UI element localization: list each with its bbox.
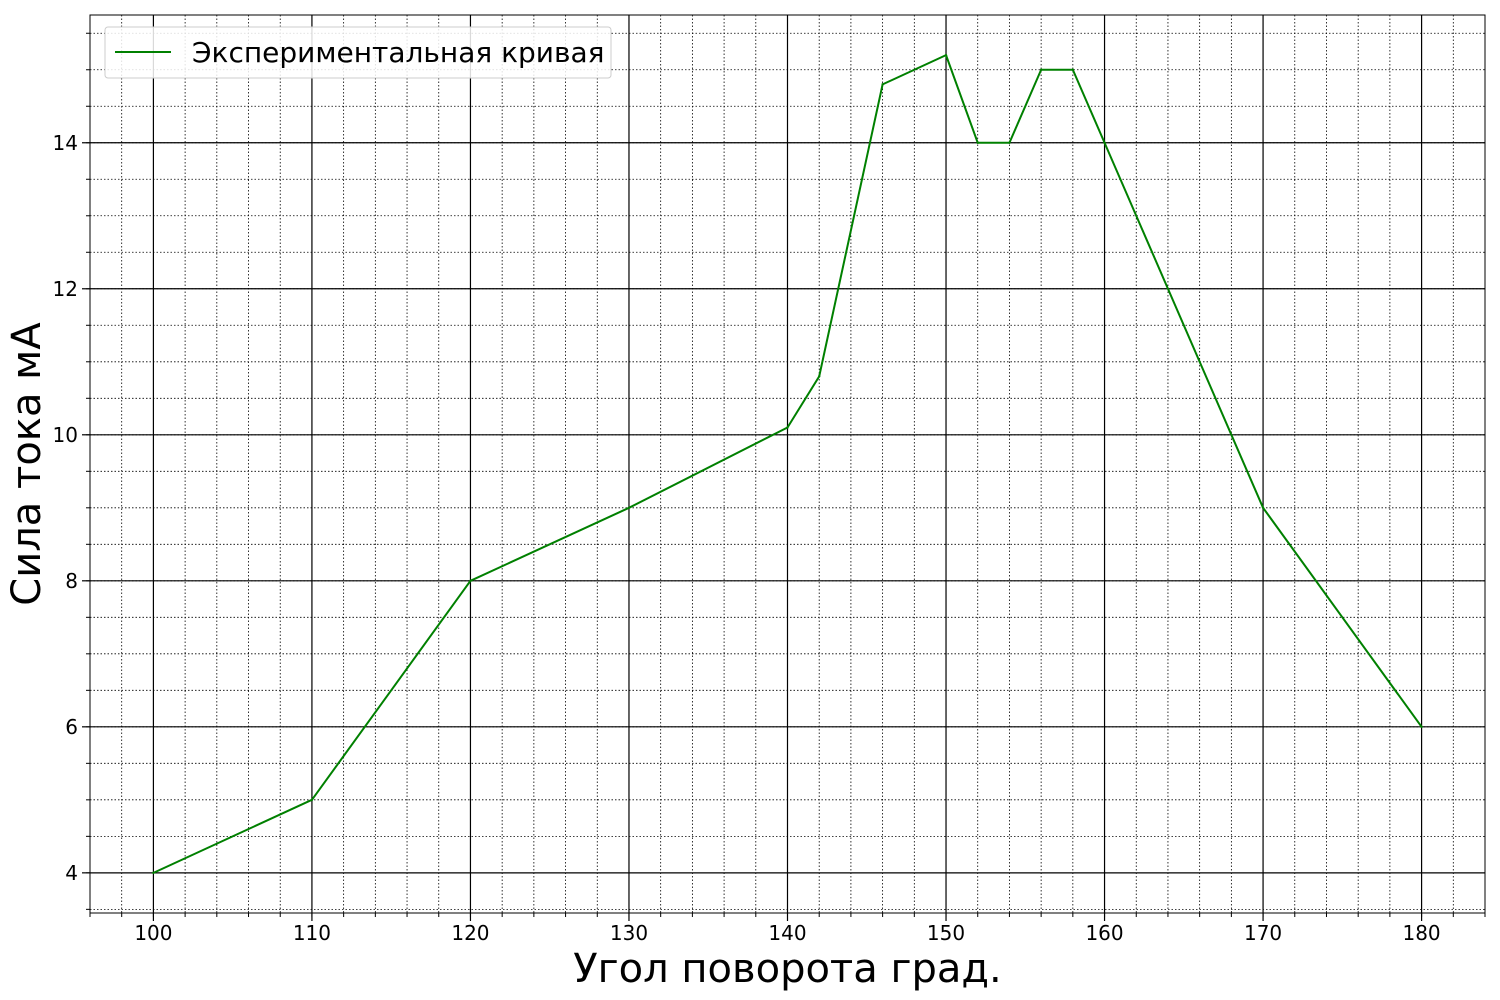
x-tick-label: 130 — [610, 921, 648, 945]
x-tick-label: 140 — [768, 921, 806, 945]
data-point — [627, 506, 631, 510]
data-point — [1261, 506, 1265, 510]
y-tick-label: 6 — [65, 715, 78, 739]
x-tick-label: 120 — [451, 921, 489, 945]
data-point — [976, 141, 979, 144]
data-point — [881, 83, 884, 86]
ticks: 100 110 120 130 140 150 160 170 180 4 6 8 10 12 14 — [53, 32, 1486, 945]
data-point — [1420, 725, 1423, 729]
data-point — [469, 579, 472, 583]
major-grid — [90, 15, 1485, 913]
x-tick-label: 100 — [134, 921, 172, 945]
x-tick-label: 160 — [1085, 921, 1123, 945]
data-point — [944, 53, 948, 57]
data-point — [1039, 68, 1043, 71]
data-point — [310, 798, 314, 802]
y-tick-label: 4 — [65, 861, 78, 885]
legend: Экспериментальная кривая — [104, 26, 612, 79]
x-tick-label: 110 — [293, 921, 331, 945]
x-tick-label: 180 — [1402, 921, 1440, 945]
data-point — [1071, 68, 1075, 71]
data-point — [1103, 141, 1106, 144]
series-layer — [152, 53, 1423, 875]
y-tick-label: 12 — [53, 277, 78, 301]
y-tick-label: 8 — [65, 569, 78, 593]
legend-box — [104, 26, 612, 79]
y-tick-label: 14 — [53, 131, 78, 155]
x-axis-label: Угол поворота град. — [573, 946, 1002, 992]
data-point — [1008, 141, 1011, 144]
x-tick-label: 150 — [927, 921, 965, 945]
data-point — [818, 375, 821, 378]
x-tick-label: 170 — [1244, 921, 1282, 945]
data-point — [152, 871, 155, 875]
y-tick-label: 10 — [53, 423, 78, 447]
data-point — [786, 426, 789, 429]
legend-label: Экспериментальная кривая — [192, 36, 604, 69]
y-axis-label: Сила тока мА — [4, 322, 50, 606]
